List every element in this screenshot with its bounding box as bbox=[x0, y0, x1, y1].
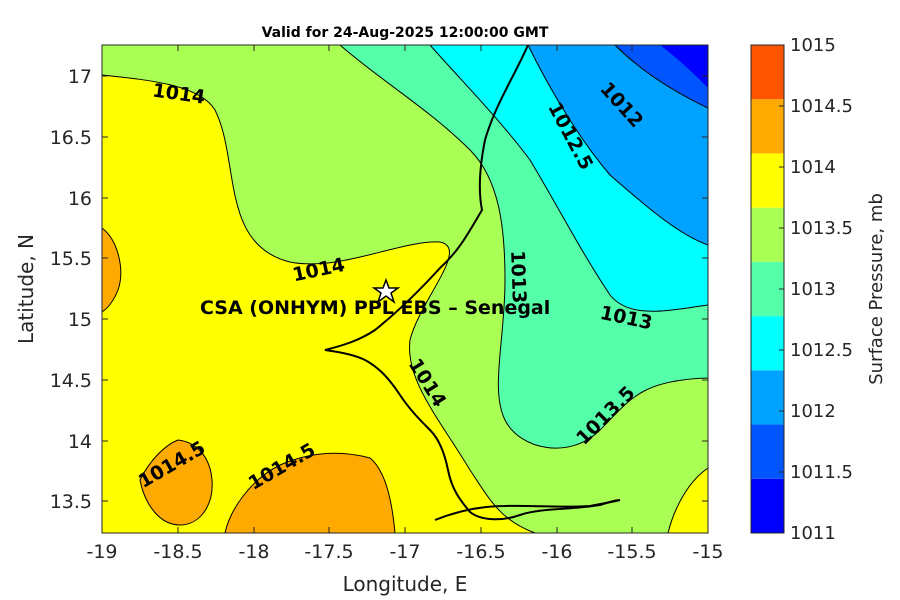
x-tick-label: -15 bbox=[692, 541, 723, 563]
colorbar-tick-label: 1012.5 bbox=[790, 340, 853, 361]
colorbar-block bbox=[751, 45, 784, 100]
x-axis: -19 -18.5 -18 -17.5 -17 -16.5 -16 -15.5 … bbox=[86, 45, 724, 596]
y-tick-label: 14.5 bbox=[50, 370, 92, 392]
colorbar-tick-labels: 1011 1011.5 1012 1012.5 1013 1013.5 1014 1014.5… bbox=[779, 35, 853, 544]
x-tick-label: -17 bbox=[389, 541, 420, 563]
y-tick-label: 16 bbox=[68, 188, 92, 210]
band-1014.5-west bbox=[102, 227, 122, 313]
colorbar-block bbox=[751, 424, 784, 479]
band-1012-1012.5 bbox=[527, 45, 708, 246]
band-1011-1011.5 bbox=[660, 45, 708, 88]
star-icon bbox=[371, 277, 401, 305]
border-gambia bbox=[434, 499, 621, 521]
colorbar-tick-label: 1014 bbox=[790, 157, 836, 178]
x-tick-label: -17.5 bbox=[304, 541, 353, 563]
colorbar-block bbox=[751, 153, 784, 208]
colorbar-block bbox=[751, 261, 784, 317]
y-tick-label: 17 bbox=[68, 66, 92, 88]
x-tick-label: -15.5 bbox=[607, 541, 656, 563]
coastline bbox=[324, 45, 621, 521]
colorbar: 1011 1011.5 1012 1012.5 1013 1013.5 1014 1014.5… bbox=[750, 35, 887, 544]
colorbar-tick-label: 1012 bbox=[790, 401, 836, 422]
y-tick-label: 14 bbox=[68, 431, 92, 453]
band-1014.5-southwest bbox=[139, 439, 213, 526]
y-axis-label: Latitude, N bbox=[14, 234, 38, 344]
y-tick-label: 16.5 bbox=[50, 127, 92, 149]
y-axis: 13.5 14 14.5 15 15.5 16 16.5 17 Latitude… bbox=[14, 66, 708, 513]
x-tick-label: -18 bbox=[238, 541, 269, 563]
band-1014.5-south bbox=[224, 452, 396, 533]
x-tick-label: -18.5 bbox=[153, 541, 202, 563]
colorbar-block bbox=[751, 478, 784, 533]
contour-label: 1013 bbox=[506, 250, 530, 304]
map-title: Valid for 24-Aug-2025 12:00:00 GMT bbox=[262, 25, 549, 41]
colorbar-blocks bbox=[751, 45, 784, 533]
colorbar-tick-label: 1014.5 bbox=[790, 96, 853, 117]
colorbar-block bbox=[751, 370, 784, 425]
colorbar-tick-label: 1015 bbox=[790, 35, 836, 56]
y-tick-label: 13.5 bbox=[50, 491, 92, 513]
colorbar-tick-label: 1011 bbox=[790, 523, 836, 544]
x-axis-label: Longitude, E bbox=[343, 572, 468, 596]
x-tick-label: -16 bbox=[541, 541, 572, 563]
site-label: CSA (ONHYM) PPL EBS – Senegal bbox=[200, 297, 550, 319]
x-tick-label: -19 bbox=[86, 541, 117, 563]
colorbar-tick-label: 1013 bbox=[790, 279, 836, 300]
x-tick-label: -16.5 bbox=[456, 541, 505, 563]
colorbar-block bbox=[751, 316, 784, 371]
y-tick-label: 15.5 bbox=[50, 248, 92, 270]
colorbar-block bbox=[751, 207, 784, 262]
colorbar-tick-label: 1011.5 bbox=[790, 462, 853, 483]
colorbar-tick-label: 1013.5 bbox=[790, 218, 853, 239]
colorbar-block bbox=[751, 99, 784, 154]
y-tick-label: 15 bbox=[68, 309, 92, 331]
pressure-field bbox=[102, 45, 708, 533]
colorbar-label: Surface Pressure, mb bbox=[866, 193, 887, 385]
